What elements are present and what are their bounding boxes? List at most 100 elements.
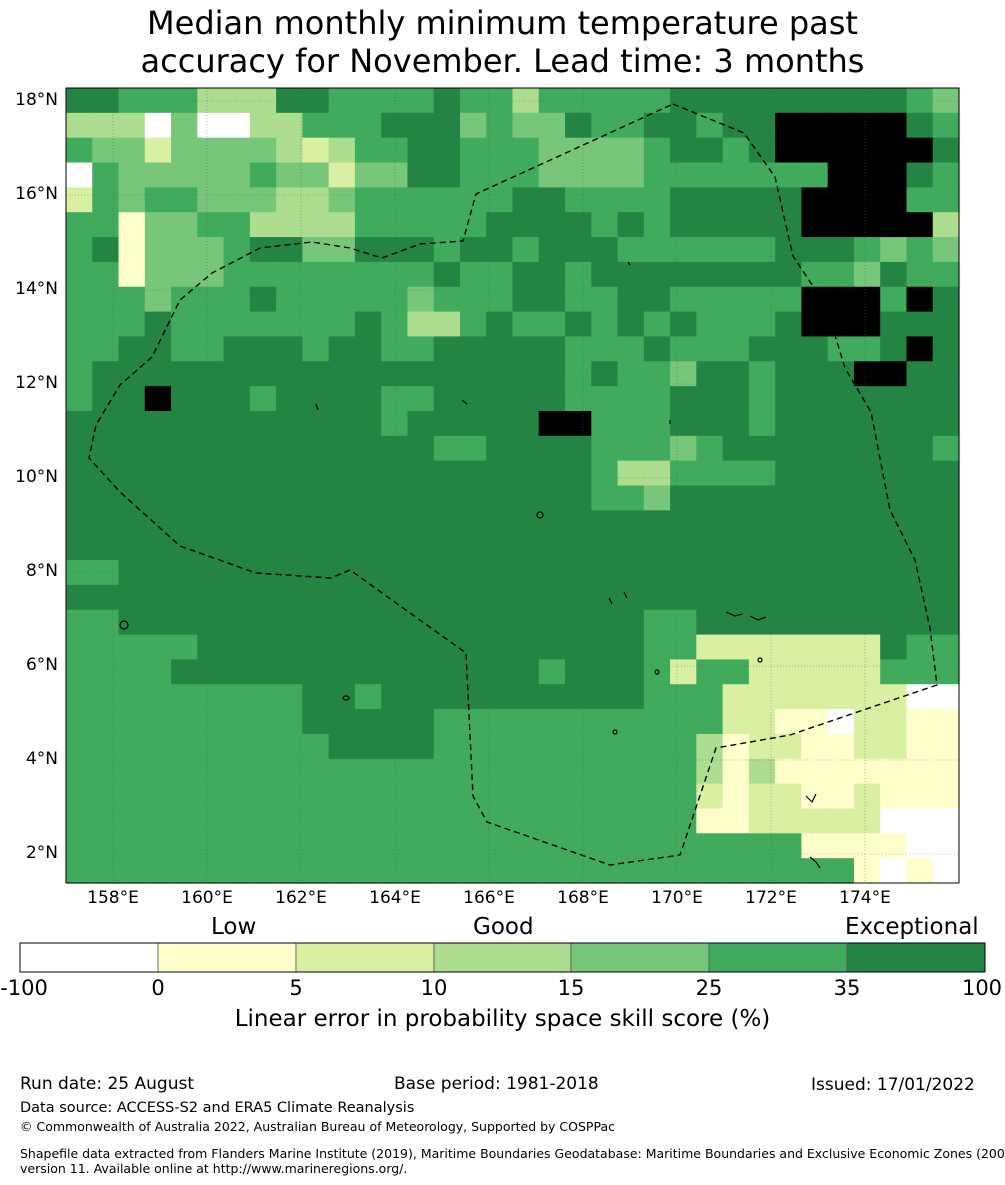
grid-cell [171,361,198,387]
grid-cell [827,261,855,288]
grid-cell [144,336,172,362]
grid-cell [433,709,461,735]
grid-cell [354,858,382,884]
grid-cell [880,311,908,338]
grid-cell [775,485,803,511]
grid-cell [512,858,540,884]
grid-cell [302,808,330,834]
grid-cell [906,361,934,387]
grid-cell [565,237,592,263]
colorbar-segment [433,942,572,973]
grid-cell [827,833,855,859]
grid-cell [276,410,303,437]
grid-cell [722,659,750,685]
grid-cell [92,460,120,487]
grid-cell [381,361,409,387]
grid-cell [459,237,487,263]
grid-cell [433,112,461,139]
grid-cell [643,435,671,462]
grid-cell [354,485,382,511]
grid-cell [748,684,776,710]
grid-cell [880,609,908,636]
grid-cell [328,833,356,859]
grid-cell [433,162,461,188]
grid-cell [171,212,198,238]
grid-cell [459,858,487,884]
grid-cell [223,212,251,238]
grid-cell [801,584,829,611]
grid-cell [249,833,277,859]
grid-cell [643,758,671,785]
grid-cell [775,733,803,760]
grid-cell [223,709,251,735]
grid-cell [407,535,435,561]
grid-cell [696,560,724,586]
grid-cell [801,311,829,338]
grid-cell [407,212,435,238]
grid-cell [617,485,645,511]
grid-cell [381,510,409,536]
grid-cell [433,137,461,164]
grid-cell [643,112,671,139]
grid-cell [328,485,356,511]
grid-cell [853,187,881,213]
grid-cell [932,460,960,487]
grid-cell [354,187,382,213]
grid-cell [696,361,724,387]
grid-cell [486,584,514,611]
grid-cell [381,311,409,338]
grid-cell [354,286,382,313]
grid-cell [433,311,461,338]
grid-cell [827,858,855,884]
grid-cell [512,733,540,760]
grid-cell [932,112,960,139]
grid-cell [696,261,724,288]
grid-cell [853,336,881,362]
grid-cell [144,187,172,213]
grid-cell [512,137,540,164]
grid-cell [328,609,356,636]
grid-cell [66,584,93,611]
grid-cell [591,535,619,561]
grid-cell [302,112,330,139]
grid-cell [328,162,356,188]
grid-cell [66,659,93,685]
grid-cell [328,709,356,735]
grid-cell [171,187,198,213]
grid-cell [459,261,487,288]
grid-cell [775,311,803,338]
grid-cell [775,212,803,238]
grid-cell [223,361,251,387]
grid-cell [92,510,120,536]
grid-cell [302,733,330,760]
grid-cell [775,286,803,313]
grid-cell [722,709,750,735]
grid-cell [775,336,803,362]
grid-cell [906,237,934,263]
grid-cell [276,162,303,188]
grid-cell [906,758,934,785]
grid-cell [302,460,330,487]
grid-cell [223,435,251,462]
grid-cell [643,311,671,338]
grid-cell [354,460,382,487]
grid-cell [617,237,645,263]
grid-cell [302,634,330,660]
grid-cell [486,261,514,288]
grid-cell [354,609,382,636]
grid-cell [722,758,750,785]
grid-cell [433,584,461,611]
grid-cell [853,485,881,511]
grid-cell [144,410,172,437]
latitude-label: 4°N [25,749,58,769]
grid-cell [565,311,592,338]
grid-cell [512,709,540,735]
grid-cell [381,535,409,561]
grid-cell [775,560,803,586]
grid-cell [223,137,251,164]
grid-cell [853,833,881,859]
grid-cell [249,410,277,437]
grid-cell [197,137,225,164]
grid-cell [932,684,960,710]
grid-cell [617,659,645,685]
